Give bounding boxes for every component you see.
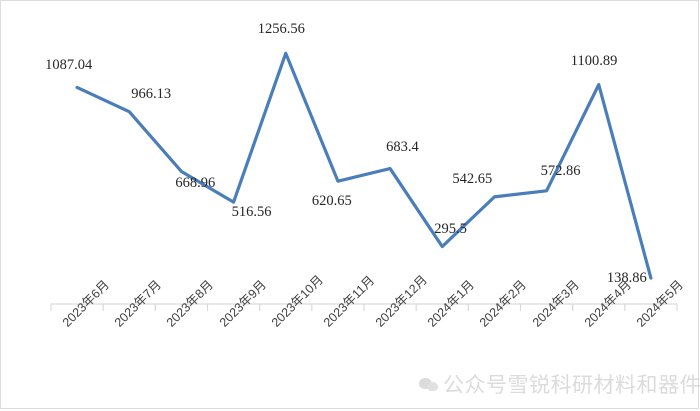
data-label: 138.86 [606,270,647,287]
data-label: 966.13 [131,85,172,102]
x-axis [50,303,678,311]
data-label: 1100.89 [570,52,618,69]
data-label: 572.86 [540,162,581,179]
data-series-line [75,51,653,280]
data-label: 683.4 [386,138,419,155]
data-label: 516.56 [231,204,272,221]
data-label: 295.5 [434,220,467,237]
x-axis-ticks [50,304,678,311]
data-label: 542.65 [452,170,493,187]
data-label: 620.65 [311,193,352,210]
data-label: 668.96 [175,175,216,192]
data-label: 1087.04 [45,57,93,74]
data-label: 1256.56 [257,21,305,38]
